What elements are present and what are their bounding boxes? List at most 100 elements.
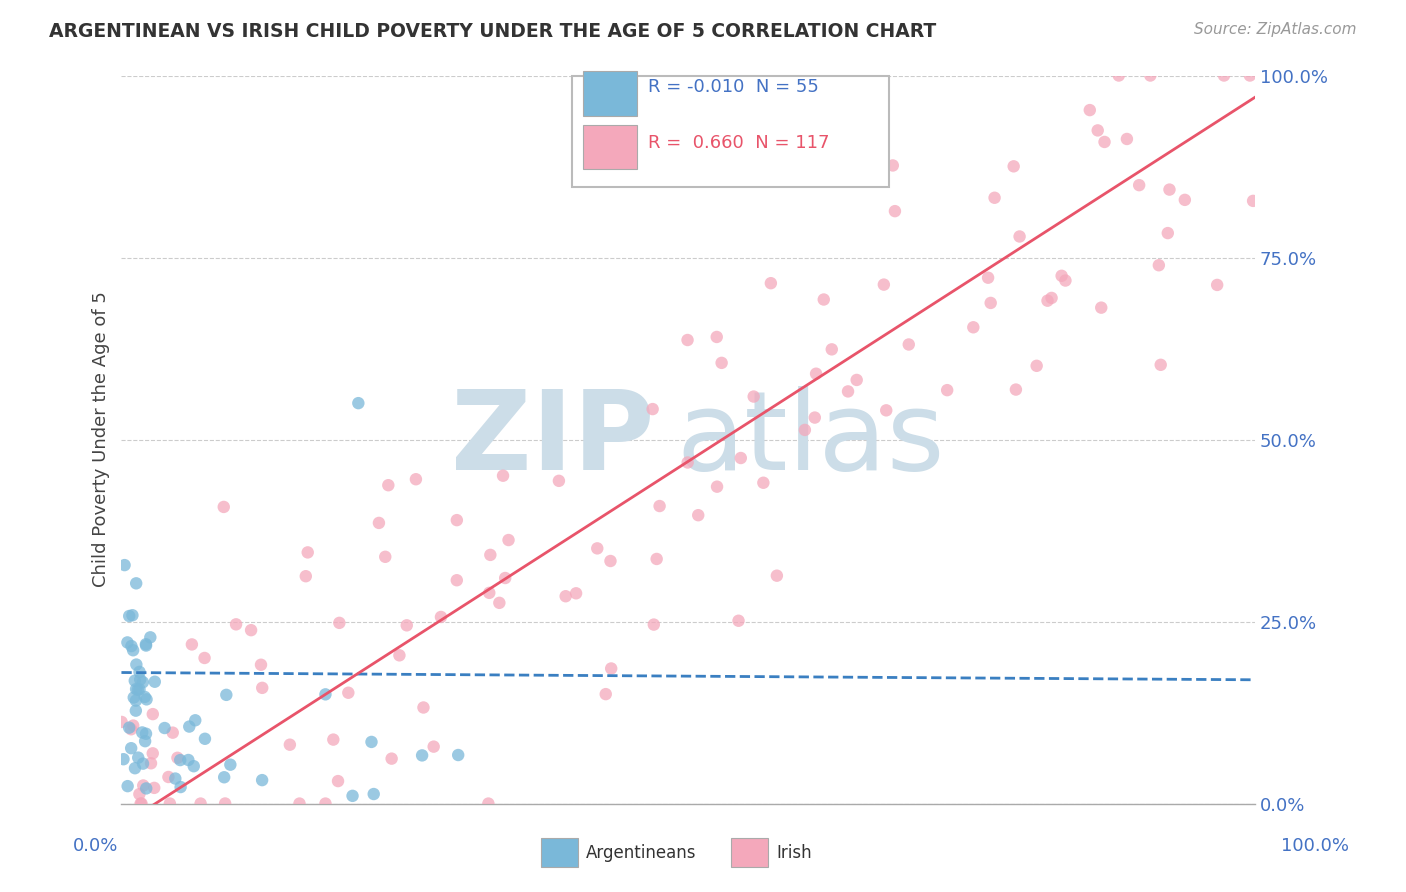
Point [1239,69,1261,83]
Point [742,390,765,404]
Point [250,657,273,672]
Point [875,403,897,417]
Point [128,665,150,679]
Point [240,623,263,637]
Point [1054,274,1077,288]
Point [477,797,499,811]
Point [648,499,671,513]
Point [122,718,145,732]
Text: Argentineans: Argentineans [586,844,697,862]
Point [134,690,156,704]
Point [412,700,434,714]
Point [1147,258,1170,272]
Point [710,356,733,370]
Point [983,191,1005,205]
Point [326,774,349,789]
Point [374,549,396,564]
Point [1090,301,1112,315]
Point [112,752,135,766]
Point [586,541,609,556]
Point [1108,69,1130,83]
Point [129,797,152,811]
Point [980,296,1002,310]
Point [897,337,920,351]
Point [194,731,217,746]
Point [977,270,1000,285]
Point [377,478,399,492]
Point [128,682,150,697]
Point [688,508,710,523]
Point [492,468,515,483]
Point [314,797,336,811]
Point [122,643,145,657]
Point [347,396,370,410]
Point [422,739,444,754]
Point [430,610,453,624]
Point [1159,183,1181,197]
Point [117,635,139,649]
Point [143,780,166,795]
Point [1078,103,1101,117]
Point [118,609,141,624]
Point [297,545,319,559]
Point [183,759,205,773]
Point [184,713,207,727]
Point [169,753,191,767]
Point [125,576,148,591]
Point [447,747,470,762]
Point [1157,226,1180,240]
Point [595,687,617,701]
Point [752,475,775,490]
Point [1087,123,1109,137]
Point [124,761,146,775]
Point [135,692,157,706]
Point [294,569,316,583]
Point [322,732,344,747]
Point [125,704,148,718]
Point [142,747,165,761]
Point [804,367,827,381]
Point [1094,135,1116,149]
Point [565,586,588,600]
Point [360,735,382,749]
Point [554,589,576,603]
Point [882,158,904,172]
Point [159,797,181,811]
Point [117,779,139,793]
Point [446,573,468,587]
Point [395,618,418,632]
Point [1241,194,1264,208]
Point [479,548,502,562]
Point [388,648,411,663]
Point [165,772,187,786]
Point [179,720,201,734]
Point [727,614,749,628]
Text: R = -0.010  N = 55: R = -0.010 N = 55 [648,78,820,96]
Point [131,725,153,739]
Point [813,293,835,307]
Point [1213,69,1236,83]
Point [157,770,180,784]
Point [368,516,391,530]
Y-axis label: Child Poverty Under the Age of 5: Child Poverty Under the Age of 5 [93,292,110,588]
Point [314,687,336,701]
Text: ZIP: ZIP [451,386,654,493]
Point [1036,293,1059,308]
Point [884,204,907,219]
Point [845,373,868,387]
Point [135,639,157,653]
Text: R =  0.660  N = 117: R = 0.660 N = 117 [648,134,830,152]
Point [1008,229,1031,244]
Point [153,721,176,735]
Point [821,343,844,357]
Point [212,500,235,514]
Point [120,639,142,653]
Point [498,533,520,547]
Point [337,686,360,700]
Point [169,780,191,794]
Point [121,608,143,623]
Point [132,756,155,771]
Point [1206,277,1229,292]
Point [1040,291,1063,305]
Point [1002,159,1025,173]
